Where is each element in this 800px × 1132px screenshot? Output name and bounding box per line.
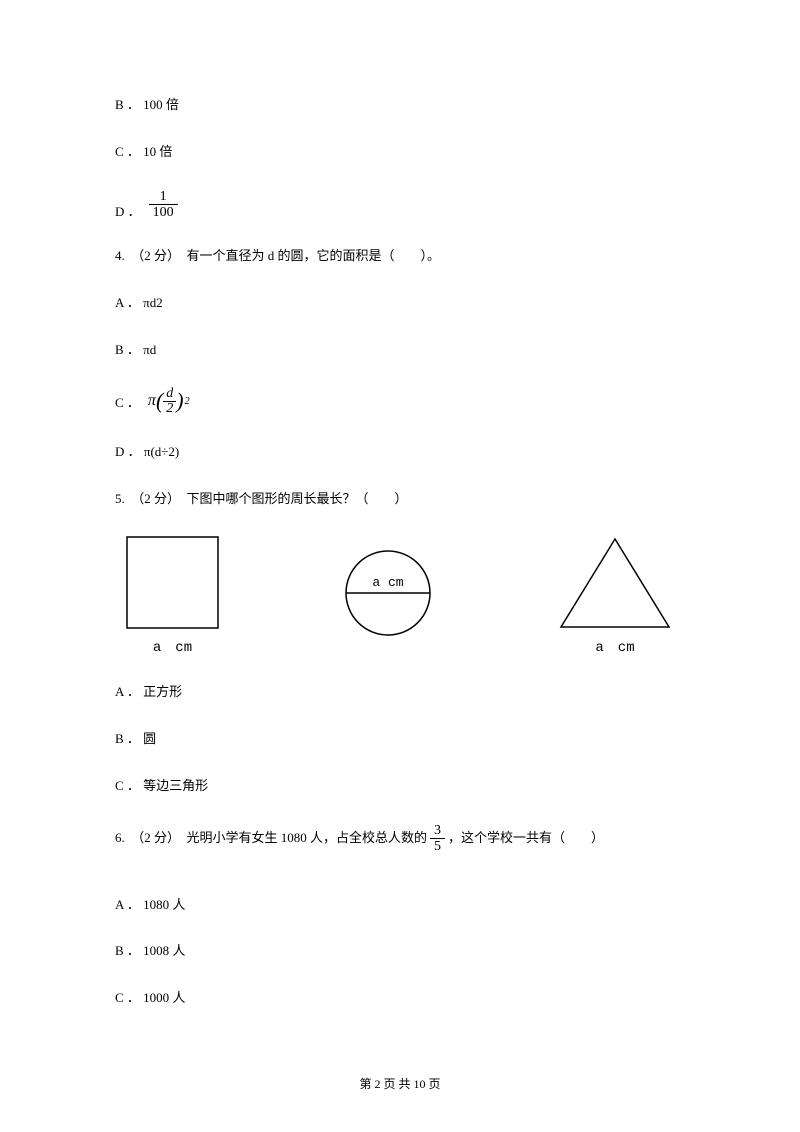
q6-option-c: C ． 1000 人 <box>115 988 685 1009</box>
q4-option-c: C ． π ( d 2 ) 2 <box>115 387 685 416</box>
page-footer: 第 2 页 共 10 页 <box>0 1075 800 1092</box>
triangle-icon <box>555 535 675 630</box>
q6-fraction: 3 5 <box>430 823 445 855</box>
q5-option-c: C ． 等边三角形 <box>115 776 685 797</box>
q6-stem-after: ，这个学校一共有（ ） <box>448 828 604 849</box>
q3-option-d-prefix: D ． <box>115 201 141 220</box>
q6-stem: 6. （2 分） 光明小学有女生 1080 人，占全校总人数的 3 5 ，这个学… <box>115 823 685 855</box>
q5-option-a: A ． 正方形 <box>115 682 685 703</box>
circle-icon: a cm <box>343 548 433 638</box>
triangle-label: a cm <box>595 636 634 656</box>
q3-option-d: D ． 1 100 <box>115 189 685 221</box>
q5-stem: 5. （2 分） 下图中哪个图形的周长最长？（ ） <box>115 489 685 510</box>
q3-option-c: C ． 10 倍 <box>115 142 685 163</box>
fraction-den: 5 <box>430 839 445 854</box>
square-label: a cm <box>153 636 192 656</box>
square-icon <box>125 535 220 630</box>
q5-option-b: B ． 圆 <box>115 729 685 750</box>
formula-fraction: d 2 <box>163 387 176 416</box>
square-shape: a cm <box>125 535 220 656</box>
q3-option-b: B ． 100 倍 <box>115 95 685 116</box>
q4-option-c-formula: π ( d 2 ) 2 <box>148 387 190 416</box>
q5-shapes: a cm a cm a cm <box>115 535 685 656</box>
fraction-num: d <box>163 387 176 402</box>
q4-stem: 4. （2 分） 有一个直径为 d 的圆，它的面积是（ ）。 <box>115 246 685 267</box>
q3-option-d-fraction: 1 100 <box>149 189 178 221</box>
circle-shape: a cm <box>343 548 433 638</box>
exponent: 2 <box>185 396 190 407</box>
circle-label: a cm <box>372 575 403 590</box>
fraction-num: 1 <box>149 189 178 205</box>
q4-option-a: A ． πd2 <box>115 293 685 314</box>
fraction-den: 100 <box>149 205 178 220</box>
q4-option-c-prefix: C ． <box>115 392 140 411</box>
fraction-den: 2 <box>163 402 176 416</box>
q6-option-b: B ． 1008 人 <box>115 941 685 962</box>
pi-symbol: π <box>148 392 156 410</box>
fraction-num: 3 <box>430 823 445 839</box>
q4-option-d: D ． π(d÷2) <box>115 442 685 463</box>
q4-option-b: B ． πd <box>115 340 685 361</box>
triangle-shape: a cm <box>555 535 675 656</box>
q6-stem-before: 6. （2 分） 光明小学有女生 1080 人，占全校总人数的 <box>115 828 427 849</box>
q6-option-a: A ． 1080 人 <box>115 895 685 916</box>
